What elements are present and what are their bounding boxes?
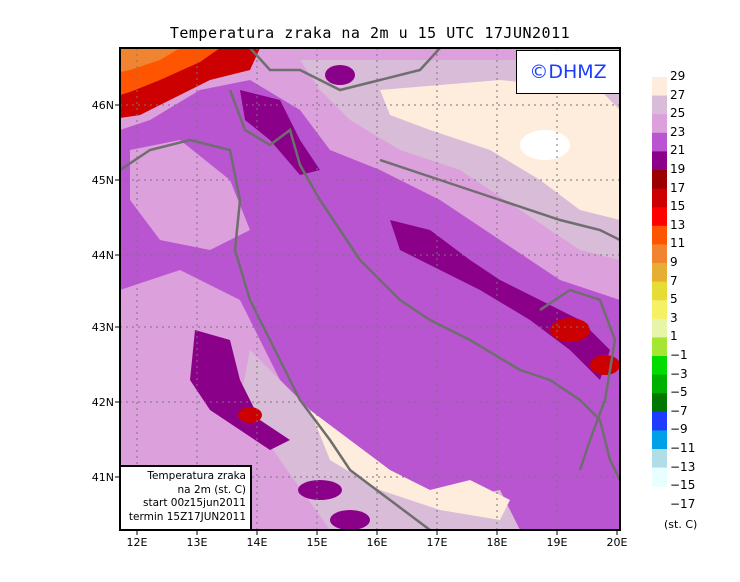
colorbar-label: 3 (670, 310, 678, 325)
field-zone-italy-warm (310, 410, 510, 520)
x-tick-label: 19E (547, 536, 568, 549)
colorbar-swatch (652, 430, 667, 450)
info-line: Temperatura zraka (147, 470, 246, 482)
colorbar-label: 27 (670, 87, 686, 102)
field-zone-warm-core (238, 318, 620, 423)
colorbar-swatch (652, 318, 667, 338)
colorbar-label: −5 (670, 385, 688, 400)
y-tick-label: 41N (92, 471, 114, 484)
field-zone-9-11 (120, 48, 180, 72)
colorbar-label: −1 (670, 348, 688, 362)
colorbar-swatch (652, 374, 667, 394)
x-tick-label: 15E (307, 536, 328, 549)
field-zone-27-29 (380, 80, 620, 220)
colorbar-label: 17 (670, 180, 686, 195)
colorbar-label: 29 (670, 69, 686, 83)
colorbar-swatch (652, 449, 667, 469)
x-axis: 12E 13E 14E 15E 16E 17E 18E 19E 20E (127, 536, 628, 549)
colorbar-label: 5 (670, 292, 678, 307)
colorbar-swatch (652, 300, 667, 320)
coastline (120, 48, 620, 530)
colorbar-label: 13 (670, 217, 686, 232)
colorbar-label: −13 (670, 459, 696, 474)
colorbar-swatch (652, 170, 667, 190)
colorbar-swatch (652, 393, 667, 413)
field-zone-adriatic (260, 230, 560, 500)
colorbar-label: 21 (670, 143, 686, 158)
colorbar-swatch (652, 207, 667, 227)
info-line: termin 15Z17JUN2011 (128, 510, 246, 523)
colorbar-label: −9 (670, 422, 688, 437)
colorbar-label: −3 (670, 366, 688, 381)
x-tick-label: 17E (427, 536, 448, 549)
y-axis: 46N 45N 44N 43N 42N 41N (92, 99, 114, 484)
x-tick-label: 12E (127, 536, 148, 549)
map-title: Temperatura zraka na 2m u 15 UTC 17JUN20… (169, 24, 571, 42)
colorbar-unit: (st. C) (664, 518, 698, 531)
colorbar-swatch (652, 337, 667, 357)
x-tick-label: 13E (187, 536, 208, 549)
colorbar-swatch (652, 411, 667, 431)
map-frame (119, 47, 621, 531)
colorbar-label: 9 (670, 255, 678, 269)
colorbar-label: −15 (670, 478, 696, 493)
colorbar-label: −17 (670, 496, 696, 511)
x-tick-label: 20E (607, 536, 628, 549)
colorbar-swatch (652, 467, 667, 487)
colorbar-swatch (652, 356, 667, 376)
colorbar (652, 77, 667, 487)
colorbar-label: 23 (670, 124, 686, 139)
y-tick-label: 42N (92, 396, 114, 409)
colorbar-label: 7 (670, 273, 678, 288)
y-tick-label: 46N (92, 99, 114, 112)
colorbar-swatch (652, 95, 667, 115)
info-line: na 2m (st. C) (177, 483, 246, 496)
colorbar-label: −11 (670, 441, 696, 455)
field-zone-istria-west (130, 140, 250, 250)
y-tick-label: 45N (92, 174, 114, 187)
field-zone-above-29 (520, 130, 570, 160)
y-tick-label: 43N (92, 321, 114, 334)
info-box: Temperatura zraka na 2m (st. C) start 00… (121, 465, 252, 529)
y-tick-label: 44N (92, 249, 114, 262)
colorbar-swatch (652, 132, 667, 152)
colorbar-swatch (652, 244, 667, 264)
colorbar-label: 1 (670, 329, 678, 344)
graticule (120, 48, 620, 530)
field-zone-19-21 (190, 65, 610, 530)
colorbar-swatch (652, 188, 667, 208)
colorbar-swatch (652, 263, 667, 283)
colorbar-swatch (652, 225, 667, 245)
colorbar-swatch (652, 114, 667, 134)
x-tick-label: 16E (367, 536, 388, 549)
colorbar-label: 19 (670, 162, 686, 176)
dhmz-logo: ©DHMZ (516, 50, 620, 94)
colorbar-swatch (652, 77, 667, 97)
axis-ticks (115, 104, 618, 535)
colorbar-swatch (652, 281, 667, 301)
x-tick-label: 18E (487, 536, 508, 549)
x-tick-label: 14E (247, 536, 268, 549)
colorbar-label: 11 (670, 236, 686, 251)
colorbar-label: 15 (670, 199, 686, 214)
colorbar-label: −7 (670, 403, 688, 418)
colorbar-label: 25 (670, 106, 686, 121)
colorbar-swatch (652, 151, 667, 171)
info-line: start 00z15jun2011 (143, 497, 246, 509)
